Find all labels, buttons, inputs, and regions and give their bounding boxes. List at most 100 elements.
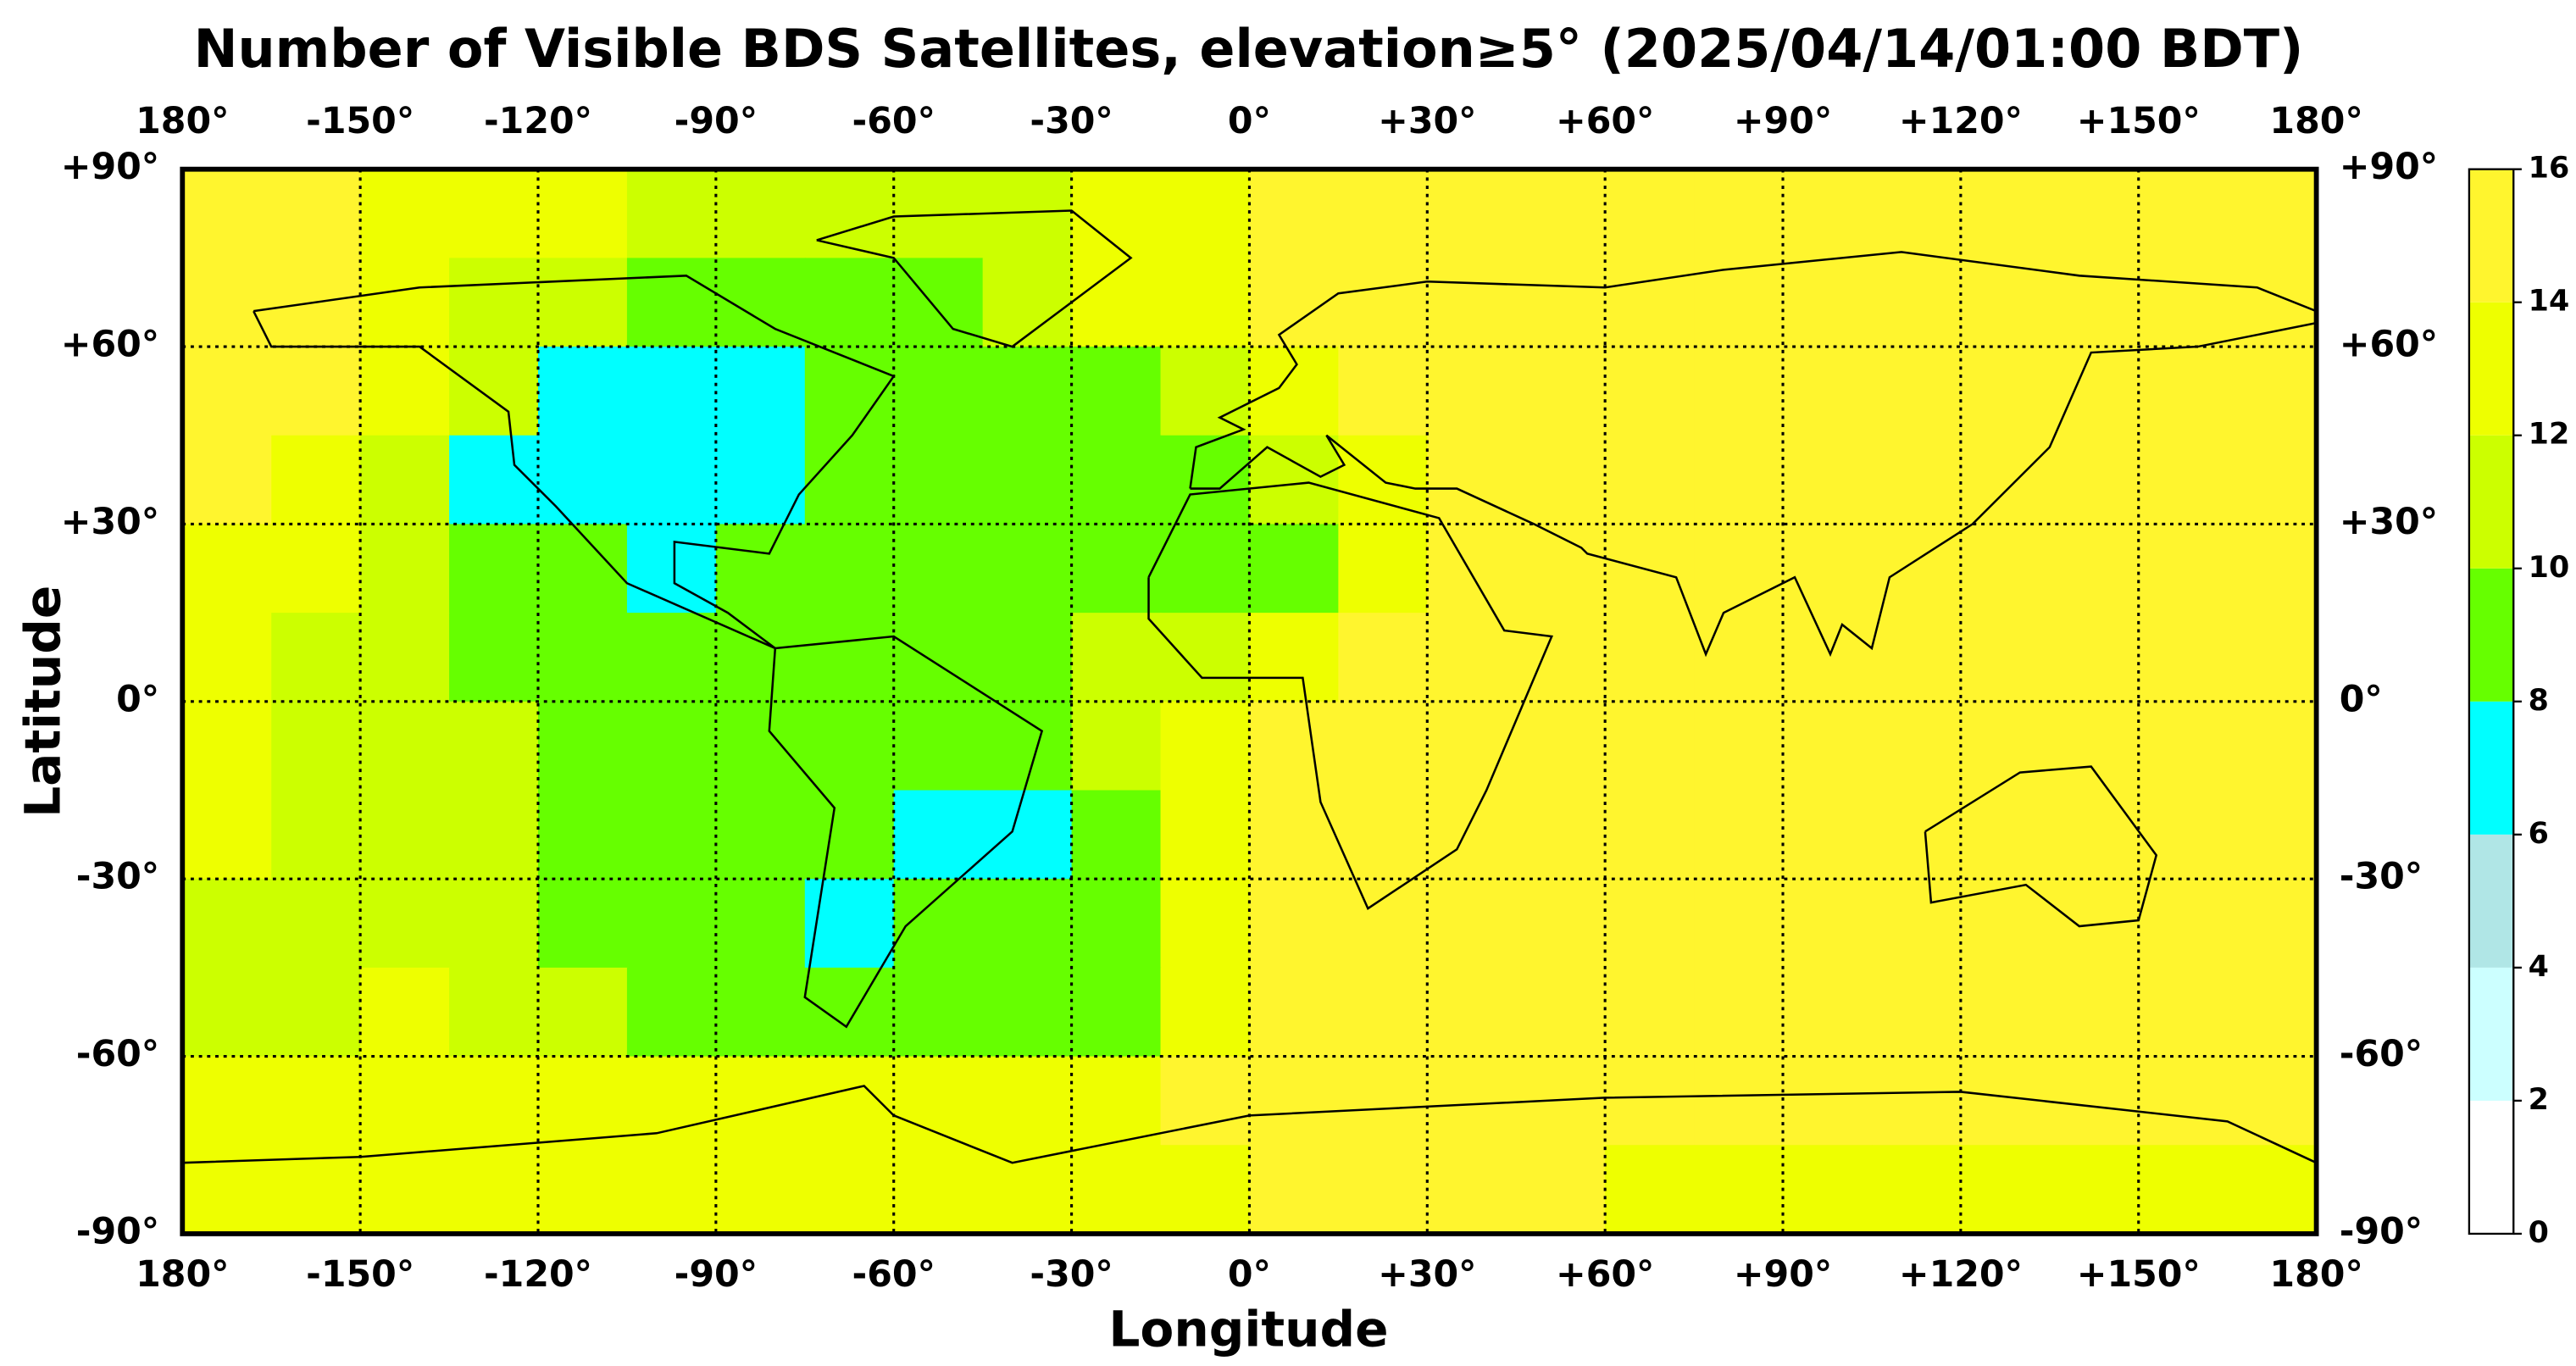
cell [804,435,895,525]
cell [1338,967,1429,1058]
cell [1427,169,1518,259]
cell [1427,701,1518,791]
cell [182,1145,273,1235]
cell [537,967,628,1058]
cell [1694,967,1784,1058]
cell [1605,1056,1696,1147]
cell [537,1145,628,1235]
cell [271,169,362,259]
cell [982,1056,1073,1147]
cell [1694,1056,1784,1147]
cell [2138,879,2229,969]
cell [1160,1145,1251,1235]
cell [1249,1056,1340,1147]
cell [1960,613,2051,702]
coastlines [182,209,2318,1164]
cell [1249,169,1340,259]
cell [1516,967,1607,1058]
y-axis-label: Latitude [14,586,71,818]
cell [893,613,984,702]
cell [537,258,628,348]
cell [1783,879,1873,969]
y-tick-label: -30° [76,856,159,898]
cell [537,1056,628,1147]
cell [1694,1145,1784,1235]
cell [1338,347,1429,436]
y-tick-label: -90° [76,1210,159,1252]
cell [1427,1145,1518,1235]
cell [449,169,539,259]
cell [1871,1145,1962,1235]
cell [715,347,806,436]
cell [715,701,806,791]
cell [1605,790,1696,880]
cell [1160,1056,1251,1147]
cell [1871,169,1962,259]
cell [1071,258,1162,348]
colorbar-tick-label: 8 [2529,684,2549,718]
x-tick-label: 0° [1228,100,1271,142]
x-tick-label: -90° [675,100,758,142]
x-tick-label: 180° [136,100,229,142]
cell [1871,790,1962,880]
coastline [768,635,1044,1029]
cell [804,1056,895,1147]
cell [537,435,628,525]
cell [537,701,628,791]
cell [893,1056,984,1147]
cell [449,879,539,969]
cell [537,790,628,880]
y-tick-label: +60° [61,324,159,366]
cell [1960,258,2051,348]
cell [1338,524,1429,614]
cell [182,967,273,1058]
colorbar-tick-label: 0 [2529,1216,2549,1250]
x-tick-label: -150° [306,100,414,142]
cell [2138,790,2229,880]
coastline [182,1085,2318,1164]
cell [2049,790,2140,880]
cell [1071,879,1162,969]
cell [982,613,1073,702]
cell [804,169,895,259]
cell [1783,1056,1873,1147]
cell [2049,967,2140,1058]
cell [804,879,895,969]
cell [182,524,273,614]
cell [1071,790,1162,880]
cell [982,258,1073,348]
cell [1694,701,1784,791]
cell [626,879,717,969]
cell [1160,258,1251,348]
cell [1783,790,1873,880]
cell [1516,258,1607,348]
cell [1071,613,1162,702]
cell [1160,347,1251,436]
cell [182,258,273,348]
cell [271,701,362,791]
cell [982,347,1073,436]
cell [449,347,539,436]
cell [626,1145,717,1235]
cell [982,790,1073,880]
x-tick-label: -60° [852,100,935,142]
cell [1871,258,1962,348]
x-tick-label: +90° [1734,1253,1832,1296]
cell [1071,701,1162,791]
cell [1871,967,1962,1058]
cell [1516,435,1607,525]
cell [2227,347,2318,436]
x-tick-label: +60° [1556,1253,1654,1296]
cell [1338,879,1429,969]
cell [360,613,451,702]
y-tick-label: +90° [2340,146,2438,188]
cell [1960,435,2051,525]
cell [2138,524,2229,614]
cell [2138,169,2229,259]
cell [1071,1145,1162,1235]
cell [715,169,806,259]
cell [1694,613,1784,702]
cell [715,524,806,614]
cell [1605,613,1696,702]
cell [360,701,451,791]
